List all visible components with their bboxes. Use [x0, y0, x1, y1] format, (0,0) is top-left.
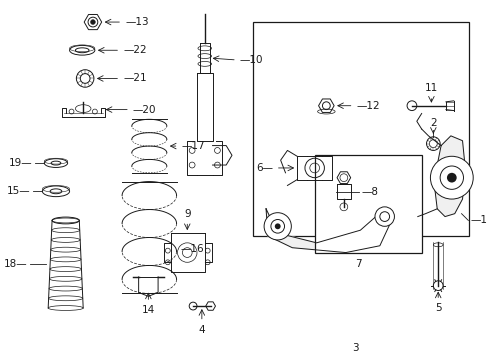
Text: 15—: 15—	[7, 186, 31, 196]
Text: —1: —1	[469, 216, 487, 225]
Text: —13: —13	[125, 17, 148, 27]
Polygon shape	[433, 136, 465, 217]
Circle shape	[429, 156, 472, 199]
Text: —17: —17	[181, 141, 204, 151]
Text: 5: 5	[434, 303, 441, 313]
Text: 6—: 6—	[255, 163, 272, 173]
Text: 19—: 19—	[9, 158, 33, 168]
Polygon shape	[265, 209, 392, 253]
Text: —22: —22	[123, 45, 146, 55]
Text: 11: 11	[424, 83, 437, 93]
Text: 3: 3	[351, 343, 358, 353]
Text: 2: 2	[429, 118, 436, 128]
Text: —20: —20	[133, 105, 156, 114]
Circle shape	[90, 20, 95, 24]
Text: —12: —12	[356, 101, 379, 111]
Text: —8: —8	[361, 187, 378, 197]
Text: —10: —10	[239, 55, 263, 65]
Bar	[253, 22, 468, 236]
Text: 18—: 18—	[4, 259, 28, 269]
Text: 4: 4	[198, 325, 205, 334]
Circle shape	[446, 173, 456, 183]
Text: 9: 9	[183, 208, 190, 219]
Bar	[314, 155, 421, 253]
Text: 14: 14	[142, 305, 155, 315]
Circle shape	[374, 207, 394, 226]
Text: —21: —21	[123, 73, 146, 84]
Text: 7: 7	[354, 259, 361, 269]
Text: —16: —16	[180, 244, 203, 254]
Circle shape	[274, 224, 280, 229]
Circle shape	[264, 213, 291, 240]
